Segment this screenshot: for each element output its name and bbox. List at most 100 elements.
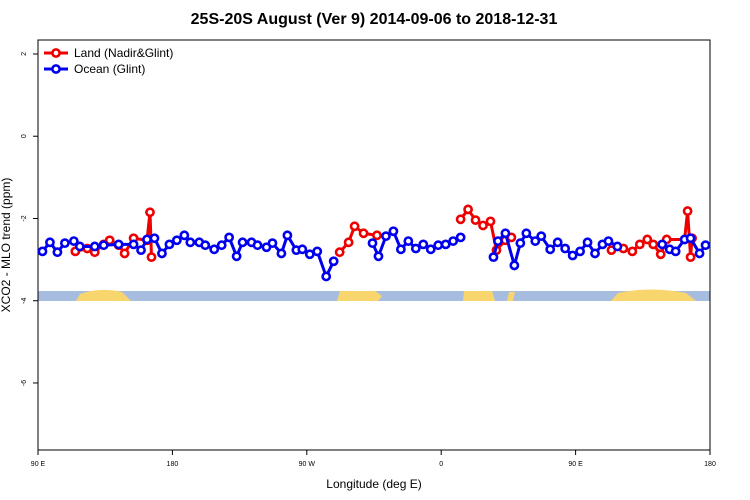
series-point [267, 238, 278, 249]
series-point [648, 239, 659, 250]
series-point [485, 216, 496, 227]
series-point [52, 247, 63, 258]
series-point [381, 231, 391, 242]
series-point [403, 236, 414, 246]
series-point [567, 250, 578, 261]
series-point [231, 251, 242, 262]
series-point [575, 246, 585, 257]
series-point [334, 247, 345, 258]
series-point [328, 256, 339, 267]
series-point [627, 246, 638, 257]
series-point [282, 230, 293, 241]
series-point [478, 220, 488, 231]
series-point [448, 236, 459, 246]
land-ocean-strip [38, 289, 710, 301]
series-point [488, 252, 499, 263]
series-point [634, 239, 645, 250]
series-point [642, 234, 653, 245]
series-point [418, 239, 429, 250]
x-tick-label: 180 [704, 461, 716, 468]
series-point [582, 237, 593, 248]
series-point [685, 252, 696, 263]
y-axis-label: XCO2 - MLO trend (ppm) [0, 178, 13, 313]
series-point [433, 240, 444, 251]
series-point [68, 236, 79, 246]
series-point [252, 240, 263, 251]
series-point [171, 235, 182, 246]
land-patch [507, 292, 515, 301]
series-point [463, 204, 473, 215]
series-point [685, 233, 696, 244]
series-point [388, 226, 399, 237]
series-point [349, 221, 360, 232]
series-point [276, 248, 287, 259]
land-patch [337, 291, 382, 301]
series-point [694, 248, 705, 259]
series-point [395, 244, 406, 255]
series-point [455, 232, 466, 243]
series-point [358, 228, 369, 239]
series-point [612, 241, 623, 252]
x-tick-label: 0 [439, 461, 443, 468]
legend-label: Ocean (Glint) [74, 62, 145, 76]
x-tick-label: 90 E [568, 461, 583, 468]
series-point [657, 239, 668, 250]
y-tick-label: 2 [21, 52, 28, 56]
series-point [493, 236, 503, 246]
land-patch [463, 291, 495, 301]
y-tick-label: 0 [21, 134, 28, 138]
series-point [515, 238, 526, 249]
land-patch [611, 289, 696, 301]
series-point [146, 252, 157, 263]
chart-title: 25S-20S August (Ver 9) 2014-09-06 to 201… [191, 11, 558, 28]
series-point [113, 239, 124, 250]
series-point [297, 244, 308, 255]
series-point [216, 240, 227, 251]
x-axis-label: Longitude (deg E) [326, 477, 421, 491]
series-point [552, 237, 563, 248]
series-point [670, 246, 681, 257]
series-point [343, 237, 354, 248]
series-point [372, 230, 382, 241]
series-point [321, 271, 332, 282]
series-point [521, 228, 532, 239]
series-point [200, 240, 211, 251]
series-point [136, 245, 146, 256]
series-point [590, 248, 600, 259]
series-point [425, 244, 436, 255]
series-point [37, 246, 48, 257]
series-point [74, 241, 85, 252]
series-point [185, 237, 196, 248]
x-tick-label: 90 E [31, 461, 46, 468]
series-point [179, 230, 190, 241]
series-point [509, 260, 520, 271]
series-point [45, 237, 55, 248]
series-point [312, 246, 323, 257]
x-tick-label: 180 [167, 461, 179, 468]
series-point [119, 248, 130, 259]
series-point [145, 207, 155, 218]
series-point [603, 236, 614, 246]
series-point [682, 206, 693, 216]
land-patch [76, 289, 131, 301]
series-point [164, 239, 175, 250]
series-point [237, 237, 248, 248]
series-point [224, 232, 235, 243]
series-point [89, 241, 100, 252]
series-point [545, 244, 556, 255]
series-point [59, 238, 70, 249]
series-point [530, 236, 541, 246]
x-tick-label: 90 W [299, 461, 316, 468]
series-point [536, 231, 547, 242]
series-point [655, 249, 666, 260]
series-point [142, 234, 152, 245]
series-point [410, 243, 421, 254]
series-point [98, 240, 109, 251]
series-point [128, 239, 139, 250]
series-point [440, 239, 451, 250]
legend-label: Land (Nadir&Glint) [74, 46, 173, 60]
y-tick-label: -2 [21, 215, 28, 221]
series-point [149, 233, 160, 244]
series-point [367, 238, 378, 249]
